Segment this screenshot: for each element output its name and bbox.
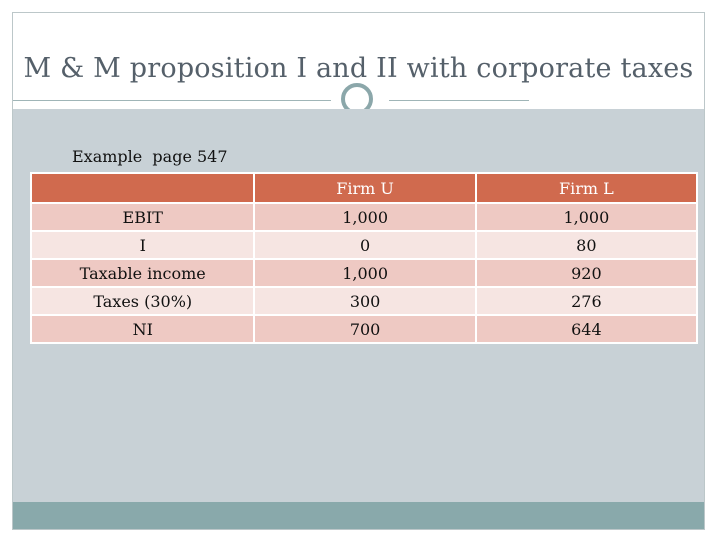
table-row: NI 700 644 xyxy=(29,314,699,344)
title-divider-left xyxy=(13,100,331,101)
row-label: Taxes (30%) xyxy=(29,286,256,316)
slide-title: M & M proposition I and II with corporat… xyxy=(23,53,694,84)
table-header-row: Firm U Firm L xyxy=(29,172,699,204)
title-divider-right xyxy=(389,100,529,101)
table-row: Taxes (30%) 300 276 xyxy=(29,286,699,316)
cell-firm-l: 276 xyxy=(474,286,699,316)
cell-firm-l: 644 xyxy=(474,314,699,344)
cell-firm-u: 1,000 xyxy=(253,202,477,232)
header-cell-empty xyxy=(29,172,256,204)
table-row: I 0 80 xyxy=(29,230,699,260)
footer-bar xyxy=(13,502,704,529)
cell-firm-u: 0 xyxy=(253,230,477,260)
cell-firm-l: 80 xyxy=(474,230,699,260)
row-label: NI xyxy=(29,314,256,344)
cell-firm-u: 300 xyxy=(253,286,477,316)
header-cell-firm-u: Firm U xyxy=(253,172,477,204)
cell-firm-u: 700 xyxy=(253,314,477,344)
cell-firm-l: 920 xyxy=(474,258,699,288)
row-label: EBIT xyxy=(29,202,256,232)
row-label: I xyxy=(29,230,256,260)
cell-firm-l: 1,000 xyxy=(474,202,699,232)
row-label: Taxable income xyxy=(29,258,256,288)
table-row: Taxable income 1,000 920 xyxy=(29,258,699,288)
example-caption: Example page 547 xyxy=(72,147,228,166)
table-row: EBIT 1,000 1,000 xyxy=(29,202,699,232)
header-cell-firm-l: Firm L xyxy=(474,172,699,204)
cell-firm-u: 1,000 xyxy=(253,258,477,288)
income-comparison-table: Firm U Firm L EBIT 1,000 1,000 I 0 80 Ta… xyxy=(29,172,699,344)
